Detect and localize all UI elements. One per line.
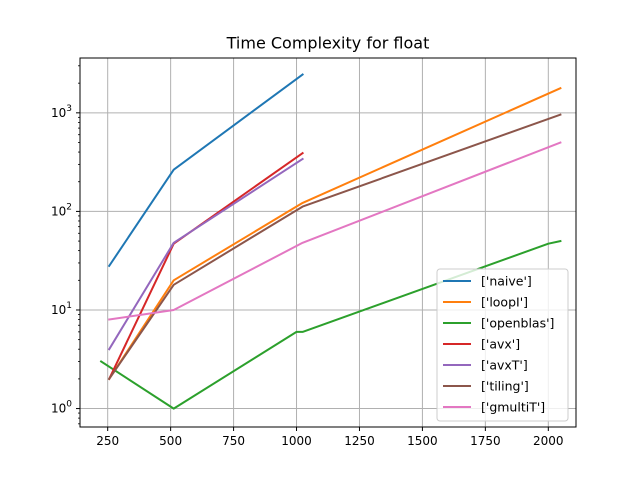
series-line-4 xyxy=(107,157,304,351)
legend-box xyxy=(436,268,569,422)
chart-title: Time Complexity for float xyxy=(226,34,430,53)
x-tick-label: 1000 xyxy=(281,434,312,448)
y-tick-label: 100 xyxy=(51,400,72,416)
legend: ['naive'] ['loopI'] ['openblas'] ['avx'] ['a… xyxy=(436,268,569,422)
y-tick-label: 102 xyxy=(51,202,72,218)
legend-label: ['avx'] xyxy=(481,337,520,352)
x-tick-label: 1500 xyxy=(407,434,438,448)
y-tick-label: 103 xyxy=(51,104,72,120)
legend-label: ['loopI'] xyxy=(481,295,528,310)
series-lines xyxy=(99,73,562,410)
legend-label: ['tiling'] xyxy=(481,379,529,394)
x-tick-label: 500 xyxy=(159,434,182,448)
series-line-0 xyxy=(107,73,304,268)
x-tick-label: 2000 xyxy=(533,434,564,448)
legend-label: ['openblas'] xyxy=(481,316,554,331)
axes-frame xyxy=(79,57,577,428)
legend-label: ['avxT'] xyxy=(481,358,528,373)
legend-label: ['gmultiT'] xyxy=(481,400,545,415)
x-tick-label: 250 xyxy=(96,434,119,448)
x-tick-label: 1750 xyxy=(470,434,501,448)
y-tick-label: 101 xyxy=(51,301,72,317)
series-line-6 xyxy=(108,141,562,321)
x-tick-label: 1250 xyxy=(344,434,375,448)
x-tick-label: 750 xyxy=(222,434,245,448)
series-line-5 xyxy=(107,113,562,381)
series-line-2 xyxy=(99,239,562,410)
series-line-1 xyxy=(107,86,562,381)
axis-ticks: 250 500 750 1000 1250 1500 1750 2000 100 101 102 10… xyxy=(51,65,564,448)
legend-label: ['naive'] xyxy=(481,274,532,289)
